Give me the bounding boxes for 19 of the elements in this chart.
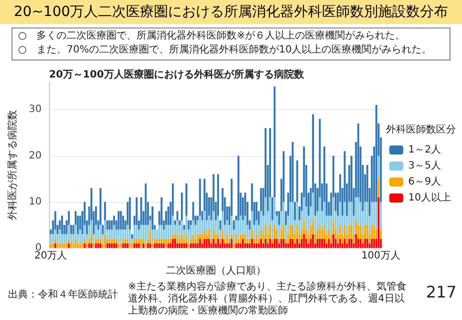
text: ○ また、70%の二次医療圏で、所属消化器外科医師数が10人以上の医療機関がみられた。	[18, 44, 432, 56]
chart-title: 20~100万人二次医療圏における所属消化器外科医師数別施設数分布	[14, 4, 448, 20]
text: ○ 多くの二次医療圏で、所属消化器外科医師数※が６人以上の医療機関がみられた。	[18, 30, 406, 42]
y-tick-label: 10	[28, 196, 42, 208]
text: ※主たる業務内容が診療であり、主たる診療科が外科、気管食道外科、消化器外科（胃腸外科）、肛門外科である、週4日以上勤務の病院・医療機関の常勤医師	[128, 280, 406, 316]
x-tick-label: 100万人	[361, 250, 400, 262]
legend-label: 1～2人	[408, 144, 442, 156]
legend-title: 外科医師数区分	[386, 124, 456, 136]
legend-label: 10人以上	[408, 192, 452, 204]
y-tick-label: 30	[28, 104, 42, 116]
source-note: 出典：令和４年医師統計	[8, 288, 118, 300]
chart-subtitle: 20万～100万人医療圏における外科医が所属する病院数	[49, 68, 305, 80]
y-axis-title: 外科医が所属する病院数	[6, 110, 18, 220]
y-tick-label: 20	[28, 150, 42, 162]
text: 217	[426, 282, 457, 302]
x-tick-label: 20万人	[34, 250, 68, 262]
legend-label: 3～5人	[408, 160, 442, 172]
legend-label: 6～9人	[408, 176, 442, 188]
x-axis-title: 二次医療圏（人口順）	[166, 264, 266, 276]
